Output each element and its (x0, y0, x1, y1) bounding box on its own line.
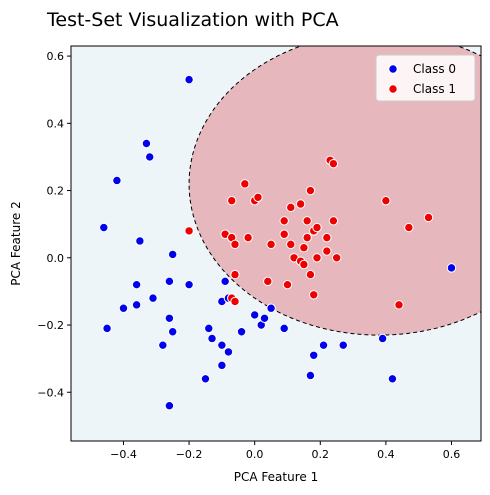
chart-title: Test-Set Visualization with PCA (46, 9, 339, 31)
data-point (217, 360, 227, 371)
data-point (204, 323, 214, 334)
data-point (322, 246, 332, 256)
data-point (131, 279, 142, 290)
data-point (164, 401, 175, 411)
data-point (141, 138, 152, 149)
series-class-0 (99, 74, 457, 411)
data-point (99, 222, 109, 233)
data-point (377, 333, 388, 344)
data-point (328, 158, 339, 169)
data-point (404, 222, 414, 233)
axes: −0.4 −0.2 0.0 0.2 0.4 0.6 −0.4 −0.2 0.0 0.2 0.4 0.6 (37, 45, 482, 461)
data-point (312, 222, 322, 233)
x-tick-label: 0.2 (312, 448, 330, 461)
data-point (305, 185, 316, 196)
data-point (145, 152, 155, 162)
data-point (207, 333, 217, 344)
data-point (381, 195, 391, 206)
data-point (230, 239, 240, 250)
legend-label: Class 0 (413, 62, 456, 76)
y-tick-label: −0.2 (37, 319, 64, 332)
data-point (131, 300, 142, 310)
data-point (309, 290, 319, 300)
plot-area (71, 46, 481, 441)
x-axis-label: PCA Feature 1 (234, 470, 318, 484)
data-point (158, 340, 168, 350)
data-point (112, 175, 122, 186)
legend-label: Class 1 (413, 82, 456, 96)
legend-box (375, 54, 476, 102)
data-point (167, 327, 178, 337)
x-tick-label: 0.0 (246, 448, 264, 461)
y-tick-label: 0.6 (47, 50, 65, 63)
data-point (227, 195, 237, 206)
legend-marker (388, 64, 398, 74)
x-tick-label: 0.4 (377, 448, 395, 461)
data-point (423, 212, 434, 223)
y-tick-label: 0.2 (47, 185, 65, 198)
data-point (240, 179, 250, 189)
data-point (279, 229, 289, 239)
data-point (338, 340, 348, 350)
data-point (446, 263, 457, 273)
data-point (118, 303, 129, 313)
legend-marker (388, 84, 398, 94)
data-point (249, 310, 260, 320)
data-point (223, 347, 234, 357)
data-point (279, 216, 289, 226)
data-point (387, 374, 398, 384)
data-point (184, 279, 194, 290)
data-point (243, 232, 253, 243)
data-point (102, 323, 112, 334)
data-point (184, 74, 194, 85)
data-point (230, 296, 240, 307)
data-point (220, 276, 230, 287)
data-point (302, 232, 312, 243)
data-point (135, 236, 145, 246)
data-point (263, 276, 273, 287)
data-point (164, 313, 175, 323)
data-point (309, 350, 319, 360)
data-point (230, 269, 240, 280)
legend: Class 0 Class 1 (375, 54, 476, 102)
data-point (286, 202, 296, 213)
x-tick-label: −0.4 (110, 448, 137, 461)
data-point (200, 374, 211, 384)
data-point (322, 232, 332, 243)
x-tick-label: 0.6 (443, 448, 461, 461)
data-point (167, 249, 178, 260)
data-point (302, 216, 312, 226)
data-point (295, 199, 306, 209)
data-point (312, 253, 322, 263)
data-point (279, 323, 289, 334)
data-point (217, 340, 227, 350)
data-point (266, 239, 276, 250)
plot-frame (70, 45, 482, 442)
data-point (299, 243, 309, 253)
data-point (305, 370, 316, 381)
data-point (299, 259, 309, 270)
data-point (328, 216, 339, 226)
data-point (286, 239, 296, 250)
y-tick-label: 0.4 (47, 117, 65, 130)
data-point (236, 327, 247, 337)
data-point (318, 340, 329, 350)
data-point (331, 253, 342, 263)
data-point (253, 192, 263, 202)
y-axis-label: PCA Feature 2 (9, 201, 23, 285)
data-point (259, 313, 270, 323)
x-tick-label: −0.2 (176, 448, 203, 461)
data-point (282, 279, 293, 290)
y-tick-label: 0.0 (47, 252, 65, 265)
data-point (394, 300, 404, 310)
data-point (266, 303, 276, 313)
data-point (184, 226, 194, 236)
data-point (148, 293, 158, 303)
data-point (305, 269, 316, 280)
y-tick-label: −0.4 (37, 386, 64, 399)
series-class-1 (184, 155, 434, 310)
data-point (164, 276, 175, 287)
